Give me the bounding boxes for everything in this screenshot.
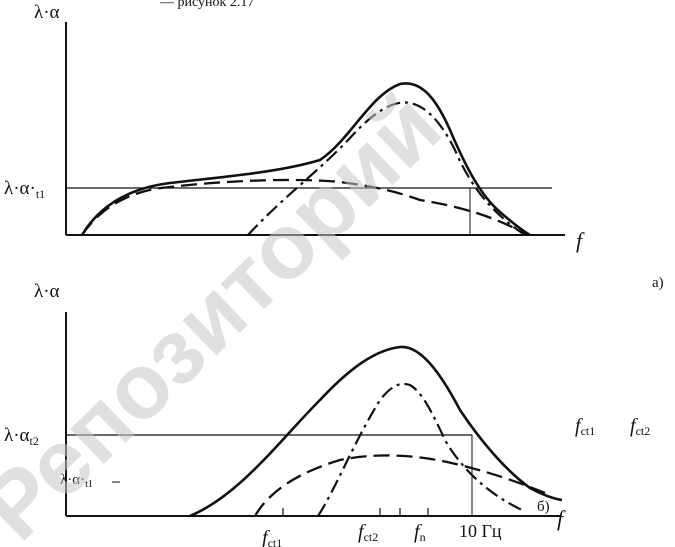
tick-label-fn: fn bbox=[414, 521, 426, 544]
bottom-chart: λ·α f λ·αt2 λ·α·t1 б) fct1 fct2 fn 10 Гц… bbox=[4, 281, 650, 547]
bottom-level1-label: λ·α·t1 bbox=[60, 472, 93, 490]
top-level-label: λ·α·t1 bbox=[4, 178, 45, 201]
bottom-ticks bbox=[282, 508, 429, 516]
tick-label-fct1: fct1 bbox=[262, 527, 282, 547]
bottom-total-curve bbox=[189, 345, 563, 518]
bottom-level2-label: λ·αt2 bbox=[4, 425, 39, 448]
bottom-dashdot-curve bbox=[317, 382, 523, 517]
top-dash-curve bbox=[81, 178, 529, 237]
top-y-axis-label: λ·α bbox=[34, 2, 60, 23]
top-x-axis-label: f bbox=[576, 228, 585, 253]
tick-label-fct2: fct2 bbox=[358, 521, 378, 544]
top-chart: λ·α f λ·α·t1 а) bbox=[4, 2, 664, 291]
tick-label-10hz: 10 Гц bbox=[459, 521, 502, 541]
bottom-dash-curve bbox=[254, 454, 546, 517]
side-label-fct1: fct1 bbox=[575, 415, 595, 438]
top-total-curve bbox=[80, 82, 531, 237]
bottom-y-axis-label: λ·α bbox=[34, 281, 60, 302]
watermark-text: Репозиторий bbox=[0, 74, 460, 547]
side-label-fct2: fct2 bbox=[630, 415, 650, 438]
top-dashdot-curve bbox=[247, 101, 526, 236]
header-fragment: — рисунок 2.17 bbox=[159, 0, 254, 10]
panel-a-label: а) bbox=[652, 275, 664, 291]
bottom-x-axis-label: f bbox=[557, 506, 566, 531]
panel-b-label: б) bbox=[537, 499, 550, 515]
